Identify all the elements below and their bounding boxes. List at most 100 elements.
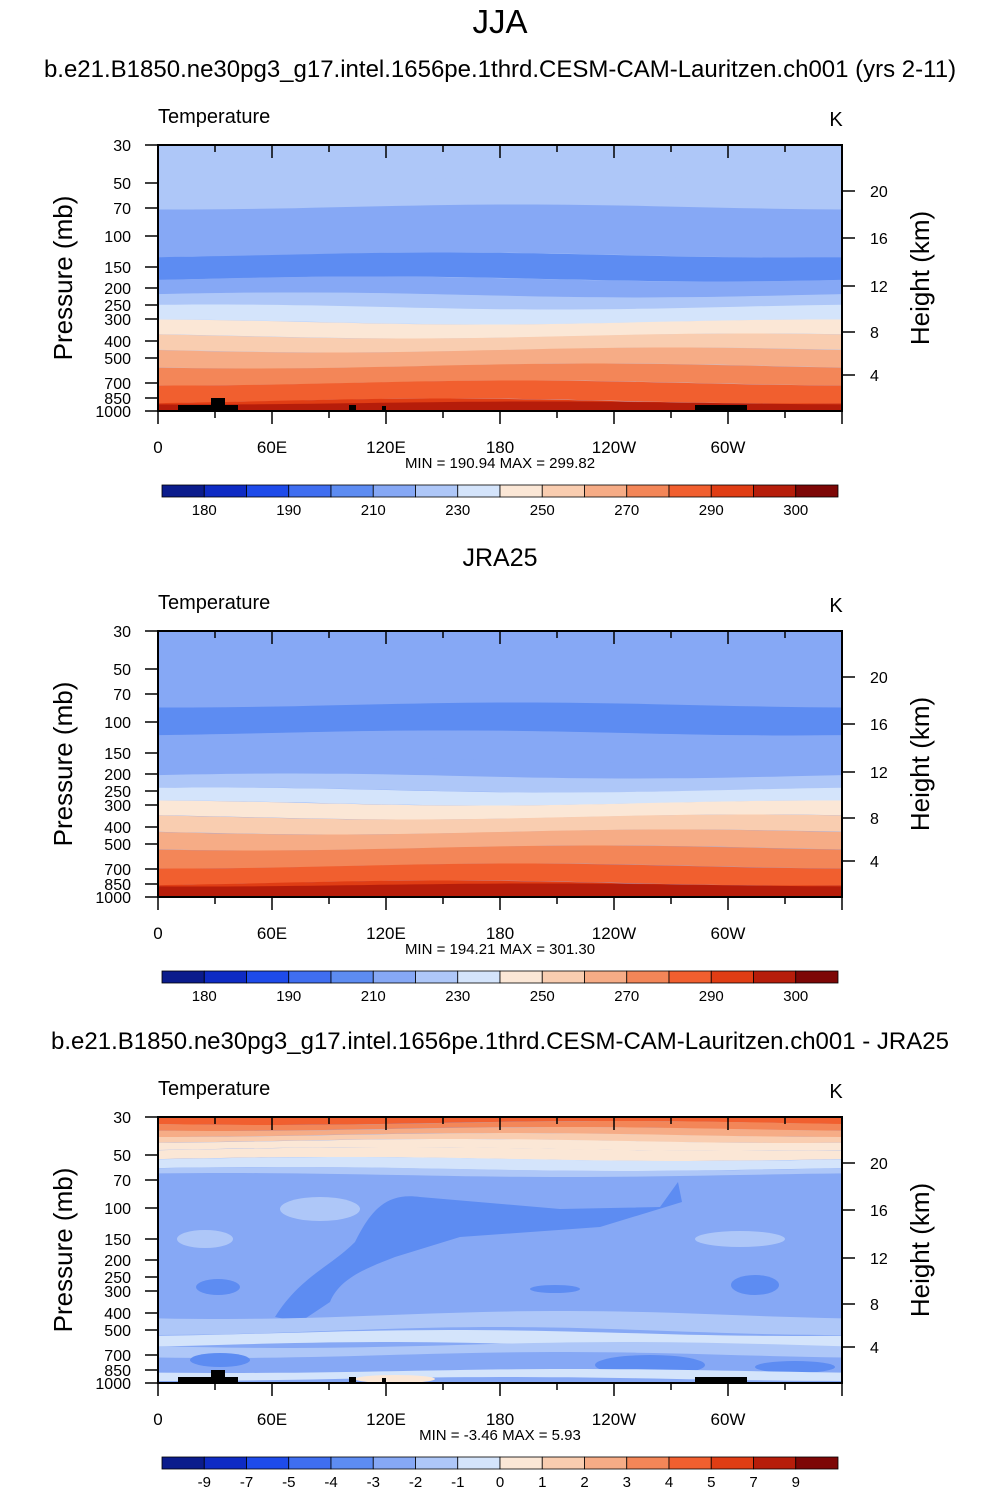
x-tick-label: 0 <box>153 1410 162 1429</box>
light-patch <box>177 1230 233 1248</box>
y2-tick-label: 12 <box>870 279 888 296</box>
y2-axis-label: Height (km) <box>905 697 935 831</box>
cold-patch <box>530 1285 580 1293</box>
colorbar-label: -9 <box>198 1474 211 1491</box>
y2-tick-label: 8 <box>870 325 879 342</box>
topography <box>178 398 747 411</box>
temperature-field-0 <box>158 145 842 411</box>
y-axis-label: Pressure (mb) <box>48 682 78 847</box>
colorbar-label: 300 <box>783 502 808 519</box>
temperature-field-1 <box>158 631 842 897</box>
x-tick-label: 60E <box>257 1410 287 1429</box>
contour-band <box>158 702 842 736</box>
contour-band <box>158 730 842 764</box>
colorbar-swatch <box>753 970 797 984</box>
contour-band <box>158 276 842 298</box>
main-title: JJA <box>472 3 527 40</box>
colorbar-swatch <box>372 1456 416 1470</box>
colorbar-swatch <box>668 484 712 498</box>
colorbar-label: 180 <box>192 502 217 519</box>
colorbar-swatch <box>457 1456 501 1470</box>
colorbar-swatch <box>288 970 332 984</box>
y-tick-label: 250 <box>104 784 131 801</box>
y-tick-label: 850 <box>104 877 131 894</box>
x-tick-label: 120E <box>366 1410 406 1429</box>
axes-0: b.e21.B1850.ne30pg3_g17.intel.1656pe.1th… <box>44 56 956 472</box>
colorbar-label: 2 <box>580 1474 588 1491</box>
y-tick-label: 70 <box>113 687 131 704</box>
y2-tick-label: 4 <box>870 368 879 385</box>
colorbar-swatch <box>457 484 501 498</box>
colorbar-swatch <box>541 1456 585 1470</box>
colorbar-swatch <box>203 970 247 984</box>
axes-2: b.e21.B1850.ne30pg3_g17.intel.1656pe.1th… <box>48 1028 949 1444</box>
topography-block <box>178 405 238 411</box>
contour-band-warm <box>158 1157 842 1171</box>
y-tick-label: 700 <box>104 1348 131 1365</box>
colorbar-label: 5 <box>707 1474 715 1491</box>
y2-tick-label: 20 <box>870 670 888 687</box>
y-tick-label: 250 <box>104 298 131 315</box>
colorbar-label: 300 <box>783 988 808 1005</box>
colorbar-swatch <box>584 970 628 984</box>
y2-tick-label: 12 <box>870 765 888 782</box>
topography-block <box>695 1377 747 1383</box>
y-tick-label: 1000 <box>95 1376 131 1393</box>
y2-tick-label: 16 <box>870 1203 888 1220</box>
y-axis-label: Pressure (mb) <box>48 196 78 361</box>
y-tick-label: 150 <box>104 260 131 277</box>
colorbar-swatch <box>499 484 543 498</box>
colorbar-label: 250 <box>530 988 555 1005</box>
colorbar-label: 7 <box>749 1474 757 1491</box>
contour-band <box>158 800 842 820</box>
contour-band <box>158 787 842 806</box>
colorbar-swatch <box>288 1456 332 1470</box>
colorbar-label: -2 <box>409 1474 422 1491</box>
y-tick-label: 200 <box>104 281 131 298</box>
colorbar-swatch <box>161 484 205 498</box>
contour-band <box>158 292 842 310</box>
colorbar-label: 230 <box>445 502 470 519</box>
contour-band <box>158 829 842 851</box>
x-tick-label: 120E <box>366 924 406 943</box>
colorbar-swatch <box>415 1456 459 1470</box>
colorbar-label: 210 <box>361 502 386 519</box>
colorbar-label: 270 <box>614 988 639 1005</box>
units-label: K <box>829 595 843 617</box>
colorbar-label: 250 <box>530 502 555 519</box>
contour-band <box>158 758 842 779</box>
y-tick-label: 400 <box>104 334 131 351</box>
colorbar-swatch <box>415 484 459 498</box>
difference-field <box>158 1117 842 1383</box>
contour-band <box>158 204 842 258</box>
contour-band <box>158 863 842 886</box>
colorbar-label: -1 <box>451 1474 464 1491</box>
units-label: K <box>829 109 843 131</box>
colorbar-swatch <box>330 484 374 498</box>
colorbar-label: 180 <box>192 988 217 1005</box>
x-tick-label: 120W <box>592 1410 636 1429</box>
y-tick-label: 50 <box>113 1148 131 1165</box>
contour-band <box>158 252 842 282</box>
y-tick-label: 300 <box>104 798 131 815</box>
colorbar-label: -7 <box>240 1474 253 1491</box>
x-tick-label: 60W <box>711 1410 746 1429</box>
panel-title: b.e21.B1850.ne30pg3_g17.intel.1656pe.1th… <box>44 56 956 83</box>
topography-block <box>349 1377 356 1383</box>
colorbar-label: -3 <box>367 1474 380 1491</box>
y2-tick-label: 16 <box>870 717 888 734</box>
contour-band-surface <box>158 401 842 411</box>
x-tick-label: 60W <box>711 438 746 457</box>
colorbar-label: -4 <box>324 1474 337 1491</box>
colorbar-swatch <box>161 970 205 984</box>
y2-tick-label: 20 <box>870 1156 888 1173</box>
y-tick-label: 500 <box>104 1323 131 1340</box>
units-label: K <box>829 1081 843 1103</box>
colorbar-swatch <box>499 1456 543 1470</box>
contour-band-warm <box>158 1147 842 1161</box>
colorbar-label: 290 <box>699 988 724 1005</box>
colorbar-swatch <box>288 484 332 498</box>
y-tick-label: 300 <box>104 312 131 329</box>
cold-patch <box>196 1279 240 1295</box>
